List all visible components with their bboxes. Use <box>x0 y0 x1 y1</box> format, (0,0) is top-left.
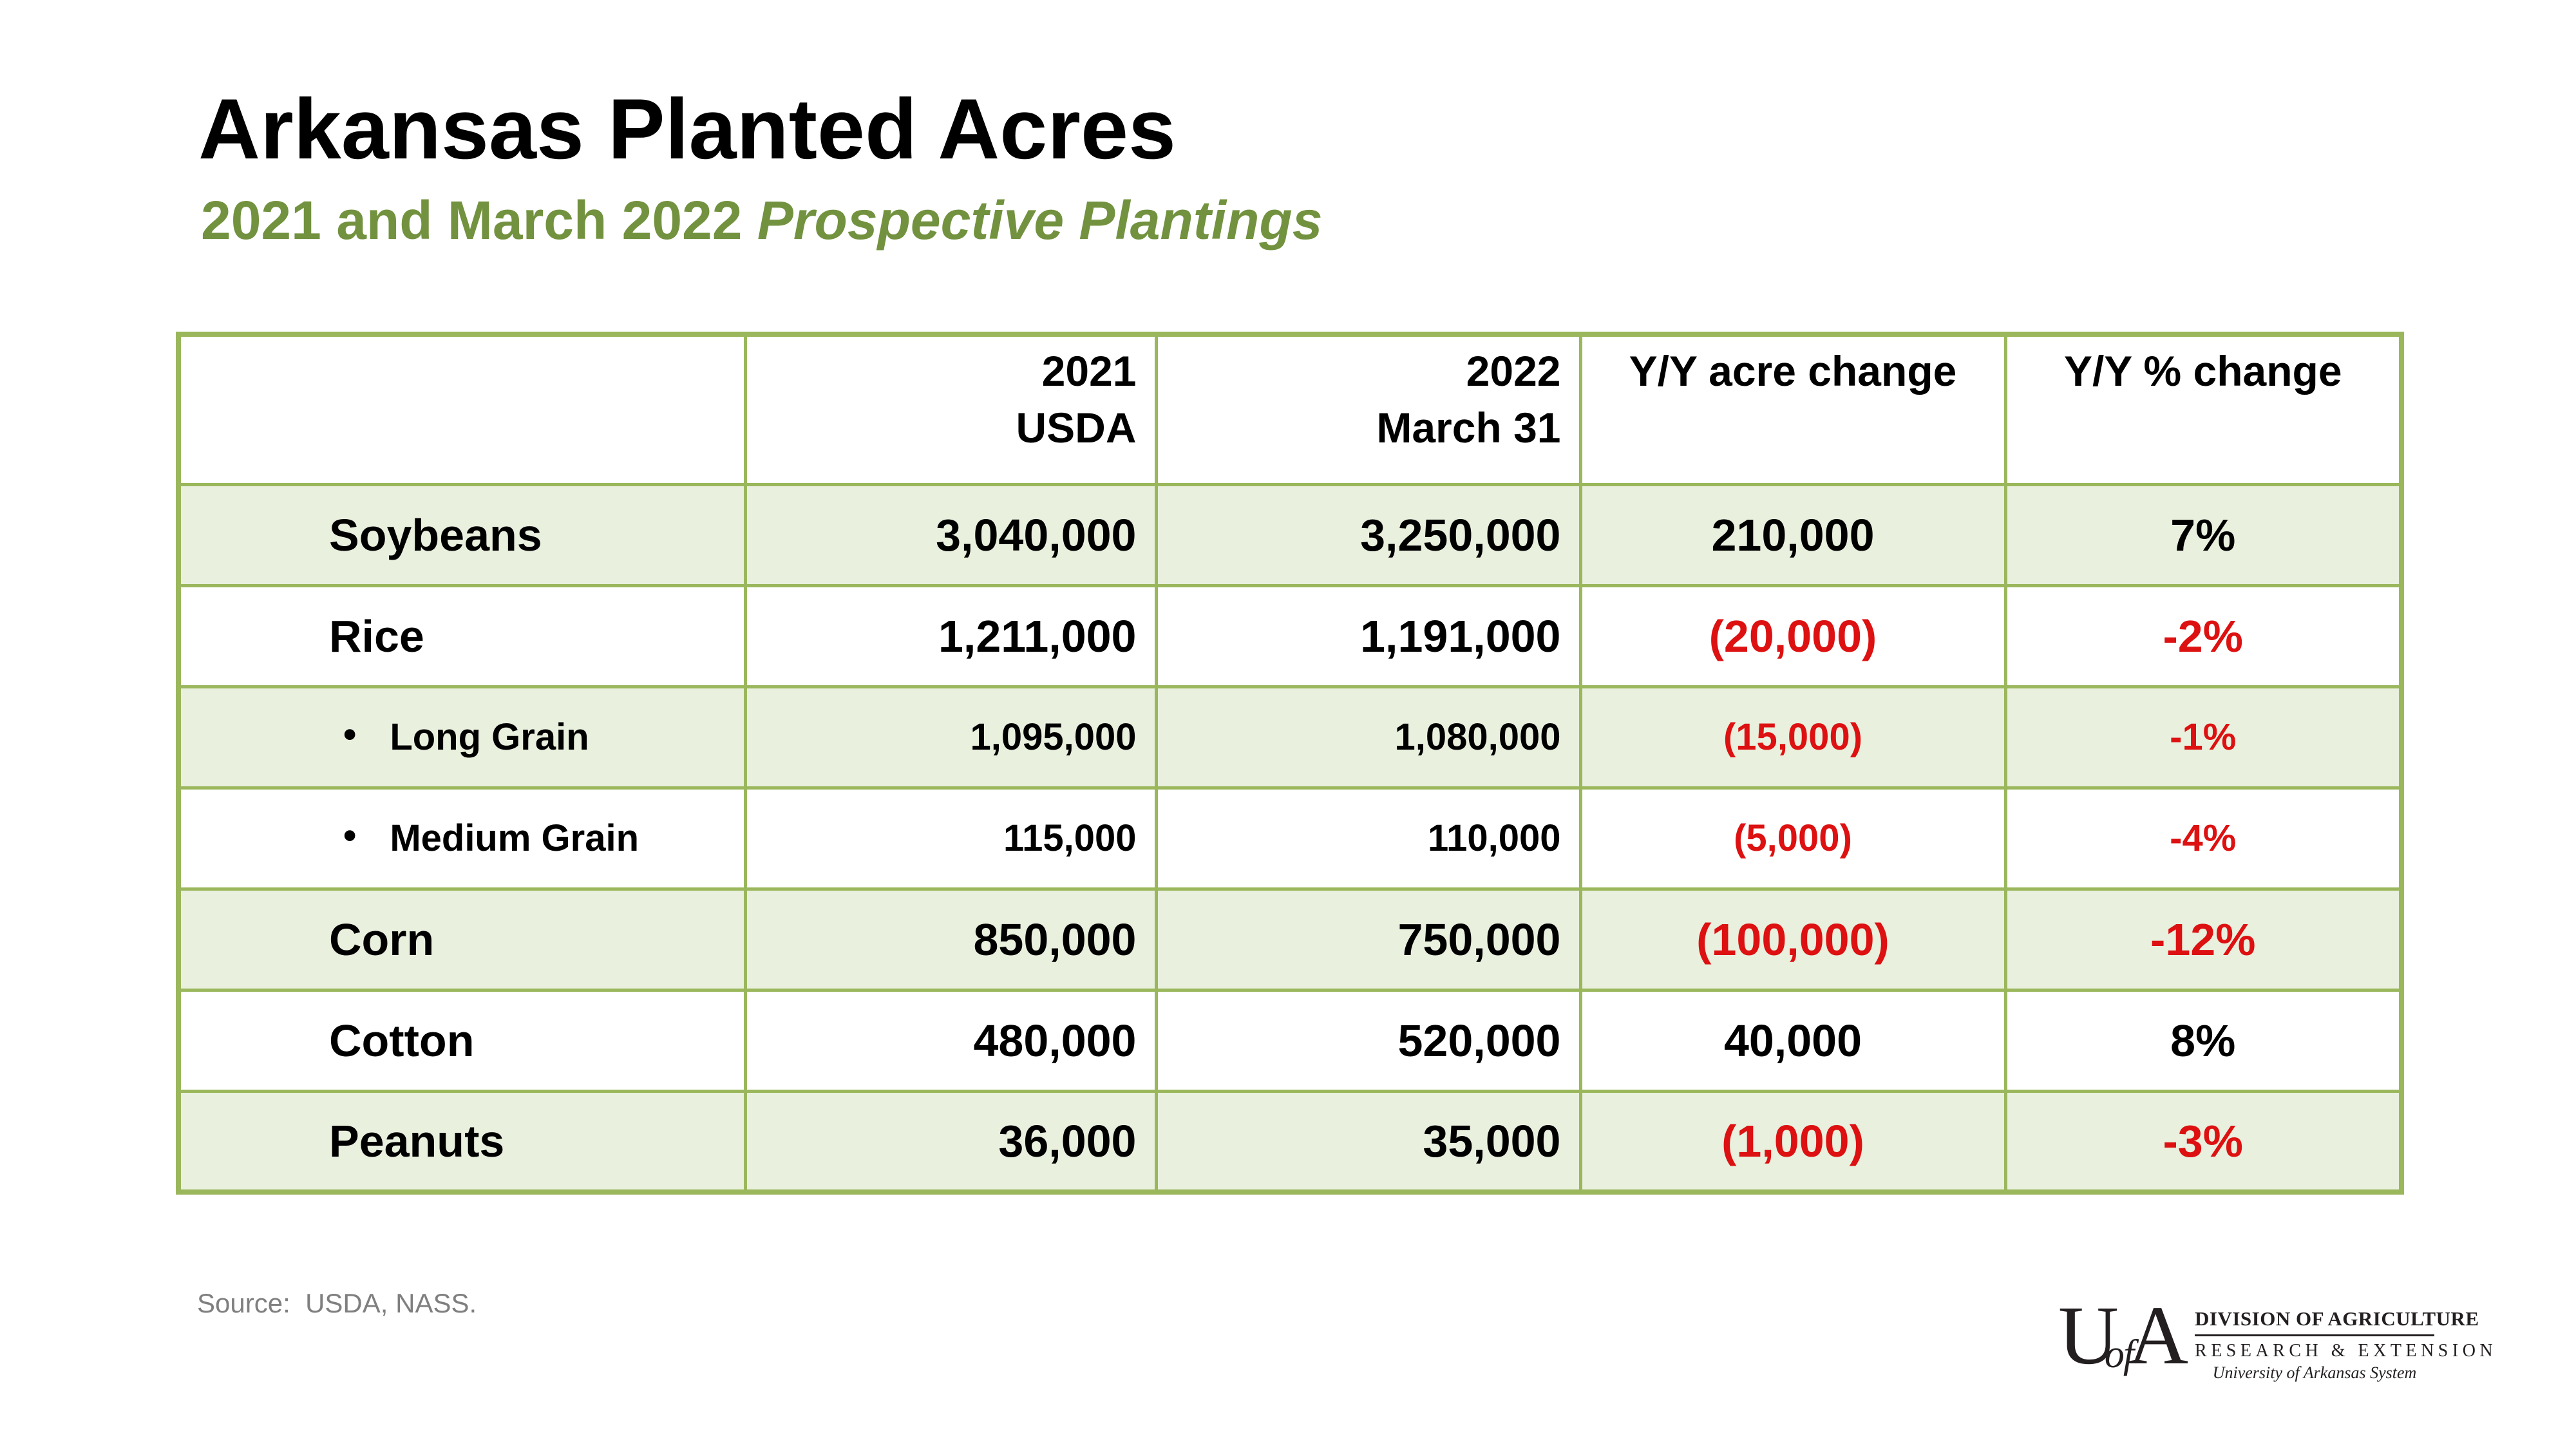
table-row-medium-grain: • Medium Grain 115,000 110,000 (5,000) -4… <box>176 786 2403 891</box>
uofa-logo-text: DIVISION OF AGRICULTURE RESEARCH & EXTEN… <box>2195 1298 2497 1383</box>
cell-pct-change: 8% <box>2003 988 2403 1093</box>
table-row-cotton: Cotton 480,000 520,000 40,000 8% <box>176 988 2403 1093</box>
cell-2022: 1,080,000 <box>1154 685 1582 790</box>
cell-2022: 520,000 <box>1154 988 1582 1093</box>
cell-2021: 1,211,000 <box>743 583 1158 688</box>
table-row-corn: Corn 850,000 750,000 (100,000) -12% <box>176 887 2403 992</box>
bullet-icon: • <box>343 714 357 755</box>
cell-2022: 750,000 <box>1154 887 1582 992</box>
header-2021-line2: USDA <box>1016 403 1137 451</box>
cell-pct-change: -12% <box>2003 887 2403 992</box>
table-row-rice: Rice 1,211,000 1,191,000 (20,000) -2% <box>176 583 2403 688</box>
logo-letters-of: of <box>2104 1332 2134 1376</box>
logo-research-line: RESEARCH & EXTENSION <box>2195 1341 2497 1361</box>
source-note: Source: USDA, NASS. <box>197 1288 477 1318</box>
planted-acres-table: 2021 USDA 2022 March 31 Y/Y acre change Y/… <box>176 332 2404 1195</box>
cell-2022: 3,250,000 <box>1154 482 1582 587</box>
page-title: Arkansas Planted Acres <box>198 82 1176 177</box>
table-row-long-grain: • Long Grain 1,095,000 1,080,000 (15,000)… <box>176 685 2403 790</box>
cell-2021: 1,095,000 <box>743 685 1158 790</box>
table-header-row: 2021 USDA 2022 March 31 Y/Y acre change Y/… <box>176 332 2403 486</box>
table-row-peanuts: Peanuts 36,000 35,000 (1,000) -3% <box>176 1089 2403 1194</box>
header-2022-march31: 2022 March 31 <box>1154 332 1582 486</box>
cell-2021: 850,000 <box>743 887 1158 992</box>
header-yy-pct-change: Y/Y % change <box>2003 332 2403 486</box>
row-label: Rice <box>176 583 747 688</box>
row-label: Corn <box>176 887 747 992</box>
cell-pct-change: -4% <box>2003 786 2403 891</box>
uofa-logo-mark: UofA <box>2058 1294 2188 1378</box>
cell-acre-change: (20,000) <box>1578 583 2007 688</box>
cell-acre-change: (1,000) <box>1578 1089 2007 1194</box>
header-2021-usda: 2021 USDA <box>743 332 1158 486</box>
cell-acre-change: (100,000) <box>1578 887 2007 992</box>
cell-pct-change: -2% <box>2003 583 2403 688</box>
subtitle-plain-text: 2021 and March 2022 <box>201 190 757 251</box>
logo-letter-a: A <box>2128 1289 2188 1382</box>
cell-2022: 1,191,000 <box>1154 583 1582 688</box>
bullet-icon: • <box>343 815 357 857</box>
cell-2022: 35,000 <box>1154 1089 1582 1194</box>
logo-division-line: DIVISION OF AGRICULTURE <box>2195 1307 2479 1336</box>
row-label: Long Grain <box>390 716 589 758</box>
cell-pct-change: -3% <box>2003 1089 2403 1194</box>
header-yy-acre-change: Y/Y acre change <box>1578 332 2007 486</box>
row-label: Medium Grain <box>390 817 639 859</box>
cell-acre-change: (15,000) <box>1578 685 2007 790</box>
row-label: Cotton <box>176 988 747 1093</box>
table-row-soybeans: Soybeans 3,040,000 3,250,000 210,000 7% <box>176 482 2403 587</box>
cell-acre-change: 40,000 <box>1578 988 2007 1093</box>
cell-pct-change: 7% <box>2003 482 2403 587</box>
cell-2021: 3,040,000 <box>743 482 1158 587</box>
header-2021-line1: 2021 <box>1041 347 1137 395</box>
uofa-logo: UofA DIVISION OF AGRICULTURE RESEARCH & … <box>2058 1294 2497 1383</box>
subtitle-italic-text: Prospective Plantings <box>757 190 1323 251</box>
header-2022-line1: 2022 <box>1466 347 1561 395</box>
row-label-cell: • Medium Grain <box>176 786 747 891</box>
cell-2021: 36,000 <box>743 1089 1158 1194</box>
cell-acre-change: (5,000) <box>1578 786 2007 891</box>
header-2022-line2: March 31 <box>1376 403 1561 451</box>
row-label-cell: • Long Grain <box>176 685 747 790</box>
row-label: Peanuts <box>176 1089 747 1194</box>
cell-2021: 115,000 <box>743 786 1158 891</box>
cell-acre-change: 210,000 <box>1578 482 2007 587</box>
header-crop-blank <box>176 332 747 486</box>
logo-system-line: University of Arkansas System <box>2212 1363 2417 1382</box>
cell-2021: 480,000 <box>743 988 1158 1093</box>
cell-2022: 110,000 <box>1154 786 1582 891</box>
logo-letter-u: U <box>2058 1289 2119 1382</box>
cell-pct-change: -1% <box>2003 685 2403 790</box>
row-label: Soybeans <box>176 482 747 587</box>
page-subtitle: 2021 and March 2022 Prospective Planting… <box>201 191 1322 250</box>
